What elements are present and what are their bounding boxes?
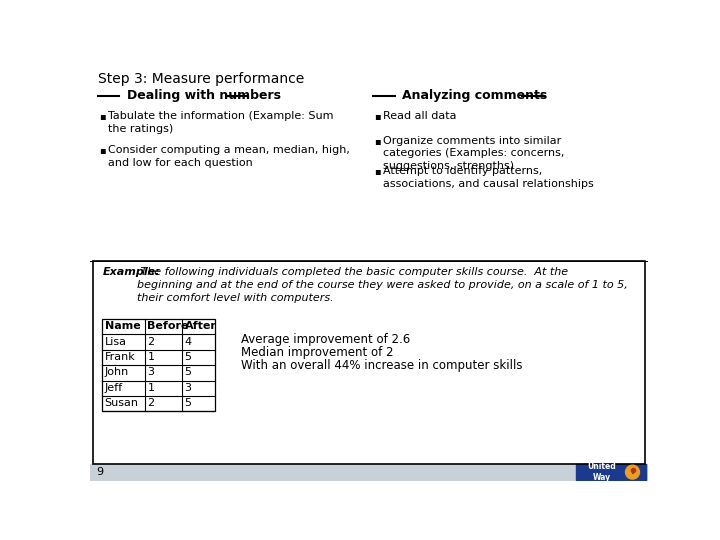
- Bar: [102, 319, 215, 411]
- Text: Example:: Example:: [102, 267, 160, 276]
- Text: 2: 2: [148, 398, 155, 408]
- Text: ▪: ▪: [374, 166, 381, 177]
- Text: The following individuals completed the basic computer skills course.  At the
be: The following individuals completed the …: [138, 267, 628, 303]
- Text: Susan: Susan: [104, 398, 139, 408]
- Text: 3: 3: [184, 383, 192, 393]
- Text: Tabulate the information (Example: Sum
the ratings): Tabulate the information (Example: Sum t…: [108, 111, 333, 134]
- Text: 9: 9: [96, 467, 104, 477]
- Text: Attempt to identify patterns,
associations, and causal relationships: Attempt to identify patterns, associatio…: [383, 166, 594, 189]
- Text: Consider computing a mean, median, high,
and low for each question: Consider computing a mean, median, high,…: [108, 145, 350, 168]
- Text: John: John: [104, 367, 129, 377]
- Text: Average improvement of 2.6: Average improvement of 2.6: [241, 333, 410, 346]
- Text: Dealing with numbers: Dealing with numbers: [127, 89, 282, 102]
- Text: 5: 5: [184, 352, 192, 362]
- Text: Step 3: Measure performance: Step 3: Measure performance: [98, 72, 304, 86]
- Circle shape: [626, 465, 639, 479]
- Text: With an overall 44% increase in computer skills: With an overall 44% increase in computer…: [241, 359, 523, 372]
- Text: 2: 2: [148, 336, 155, 347]
- Text: 3: 3: [148, 367, 154, 377]
- Bar: [90, 464, 648, 481]
- Text: Lisa: Lisa: [104, 336, 127, 347]
- Text: Jeff: Jeff: [104, 383, 123, 393]
- Text: Frank: Frank: [104, 352, 135, 362]
- Text: Read all data: Read all data: [383, 111, 456, 121]
- Text: Median improvement of 2: Median improvement of 2: [241, 346, 394, 359]
- Bar: [93, 261, 645, 464]
- Text: ▪: ▪: [374, 111, 381, 121]
- Text: Analyzing comments: Analyzing comments: [402, 89, 548, 102]
- Text: Name: Name: [104, 321, 140, 331]
- Text: After: After: [184, 321, 217, 331]
- Text: ▪: ▪: [374, 136, 381, 146]
- Text: Before: Before: [148, 321, 189, 331]
- Text: Organize comments into similar
categories (Examples: concerns,
suggestions, stre: Organize comments into similar categorie…: [383, 136, 564, 171]
- Text: 5: 5: [184, 398, 192, 408]
- Text: 4: 4: [184, 336, 192, 347]
- Text: United
Way: United Way: [587, 462, 616, 482]
- Text: 1: 1: [148, 383, 154, 393]
- Text: 5: 5: [184, 367, 192, 377]
- Text: 1: 1: [148, 352, 154, 362]
- Text: ▪: ▪: [99, 111, 106, 121]
- Text: ▪: ▪: [99, 145, 106, 155]
- Bar: [576, 464, 646, 480]
